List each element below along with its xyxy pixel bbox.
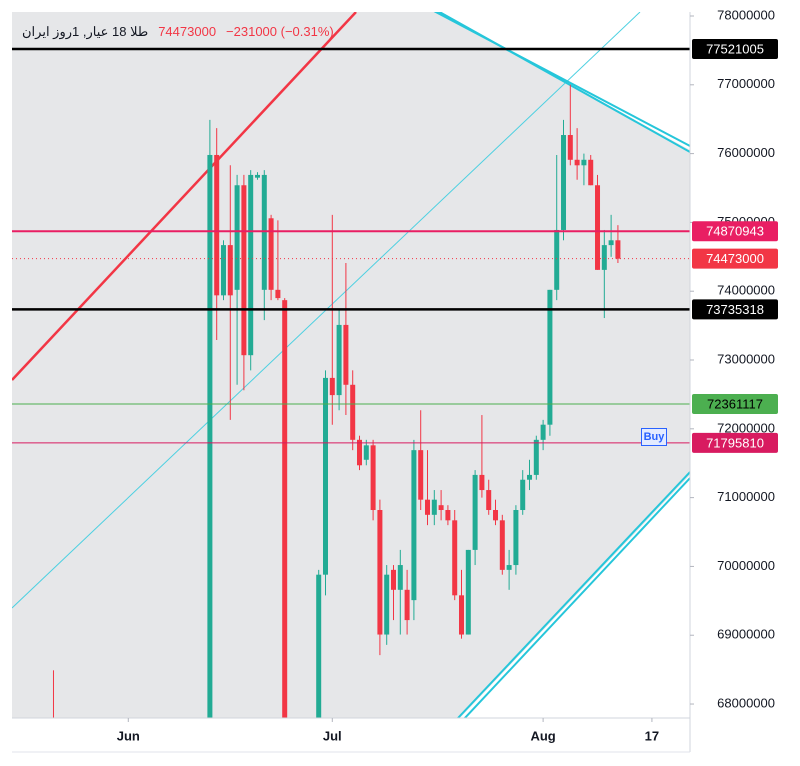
y-tick-label: 69000000 [717, 627, 775, 642]
y-tick-label: 70000000 [717, 558, 775, 573]
candle-body [574, 159, 580, 166]
candle-body [275, 289, 281, 299]
candle-body [268, 218, 274, 290]
candle-body [581, 159, 587, 166]
candle-body [377, 510, 383, 635]
candle-body [322, 377, 328, 575]
symbol-title: طلا 18 عیار, 1روز ایران [22, 24, 149, 39]
price-label-box [692, 393, 778, 414]
candle-body [438, 505, 444, 511]
candle-body [207, 154, 213, 718]
candle-body [363, 445, 369, 460]
candle-body [329, 377, 335, 396]
candle-body [561, 135, 567, 230]
y-tick-label: 71000000 [717, 489, 775, 504]
y-tick-label: 68000000 [717, 695, 775, 710]
channel-fill [12, 12, 690, 718]
candle-body [595, 185, 601, 270]
candle-body [357, 439, 363, 466]
candle-body [465, 549, 471, 635]
channel-line [437, 12, 690, 153]
candle-body [425, 499, 431, 515]
price-label-box [692, 221, 778, 242]
channel-line [457, 471, 690, 718]
y-tick-label: 73000000 [717, 351, 775, 366]
candle-body [520, 479, 526, 511]
y-tick-label: 76000000 [717, 145, 775, 160]
candle-body [316, 574, 322, 718]
candle-body [411, 450, 417, 601]
candle-body [540, 424, 546, 440]
legend-header: طلا 18 عیار, 1روز ایران 74473000 −231000… [22, 24, 334, 40]
price-label: 74870943 [706, 224, 764, 239]
x-tick-label: Aug [530, 728, 555, 743]
candle-body [234, 185, 240, 290]
candle-body [608, 240, 614, 246]
candle-body [615, 240, 621, 259]
candle-body [384, 574, 390, 635]
candle-body [554, 229, 560, 290]
candle-body [513, 510, 519, 566]
candle-body [282, 300, 288, 718]
candle-body [51, 752, 56, 766]
x-tick-label: 17 [645, 728, 659, 743]
candle-body [391, 569, 397, 590]
y-tick-label: 72000000 [717, 420, 775, 435]
candle-body [350, 384, 356, 440]
candle-body [547, 289, 553, 425]
y-tick-label: 74000000 [717, 283, 775, 298]
candle-body [404, 589, 410, 621]
candle-body [214, 154, 220, 296]
price-label: 74473000 [706, 251, 764, 266]
candle-body [527, 474, 533, 480]
candle-body [248, 174, 254, 356]
candle-body [336, 324, 342, 396]
last-price: 74473000 [158, 24, 217, 39]
candle-body [220, 245, 226, 296]
candle-body [418, 450, 424, 500]
axes: 68000000 69000000 70000000 71000000 72000000… [117, 7, 778, 743]
candle-body [533, 439, 539, 475]
price-label: 73735318 [706, 302, 764, 317]
candle-body [227, 245, 233, 296]
candle-body [343, 324, 349, 385]
price-label-box [692, 38, 778, 59]
candle-body [397, 565, 403, 590]
candle-body [493, 510, 499, 521]
price-label: 77521005 [706, 41, 764, 56]
price-label: 72361117 [707, 396, 763, 411]
channel-line [463, 477, 690, 718]
candle-body [445, 510, 451, 521]
candle-body [567, 135, 573, 160]
trend-line [12, 12, 357, 381]
price-label-box [692, 299, 778, 320]
candle-body [241, 185, 247, 356]
candles [12, 47, 690, 766]
candle-body [499, 520, 505, 570]
candle-body [601, 245, 607, 270]
candle-body [479, 474, 485, 491]
candle-body [588, 159, 594, 186]
candle-body [459, 595, 465, 635]
x-tick-label: Jul [323, 728, 342, 743]
candle-body [506, 565, 512, 570]
x-tick-label: Jun [117, 728, 140, 743]
candle-body [370, 445, 376, 511]
price-label: 71795810 [706, 435, 764, 450]
candle-body [261, 174, 267, 290]
candle-body [472, 474, 478, 550]
price-label-box [692, 432, 778, 453]
candle-body [486, 490, 492, 511]
y-tick-label: 78000000 [717, 7, 775, 22]
candle-body [452, 520, 458, 596]
price-label-box [692, 248, 778, 269]
change: −231000 (−0.31%) [226, 24, 334, 39]
candle-body [254, 174, 260, 178]
candle-body [431, 499, 437, 515]
buy-button[interactable]: Buy [641, 428, 667, 446]
y-tick-label: 77000000 [717, 76, 775, 91]
